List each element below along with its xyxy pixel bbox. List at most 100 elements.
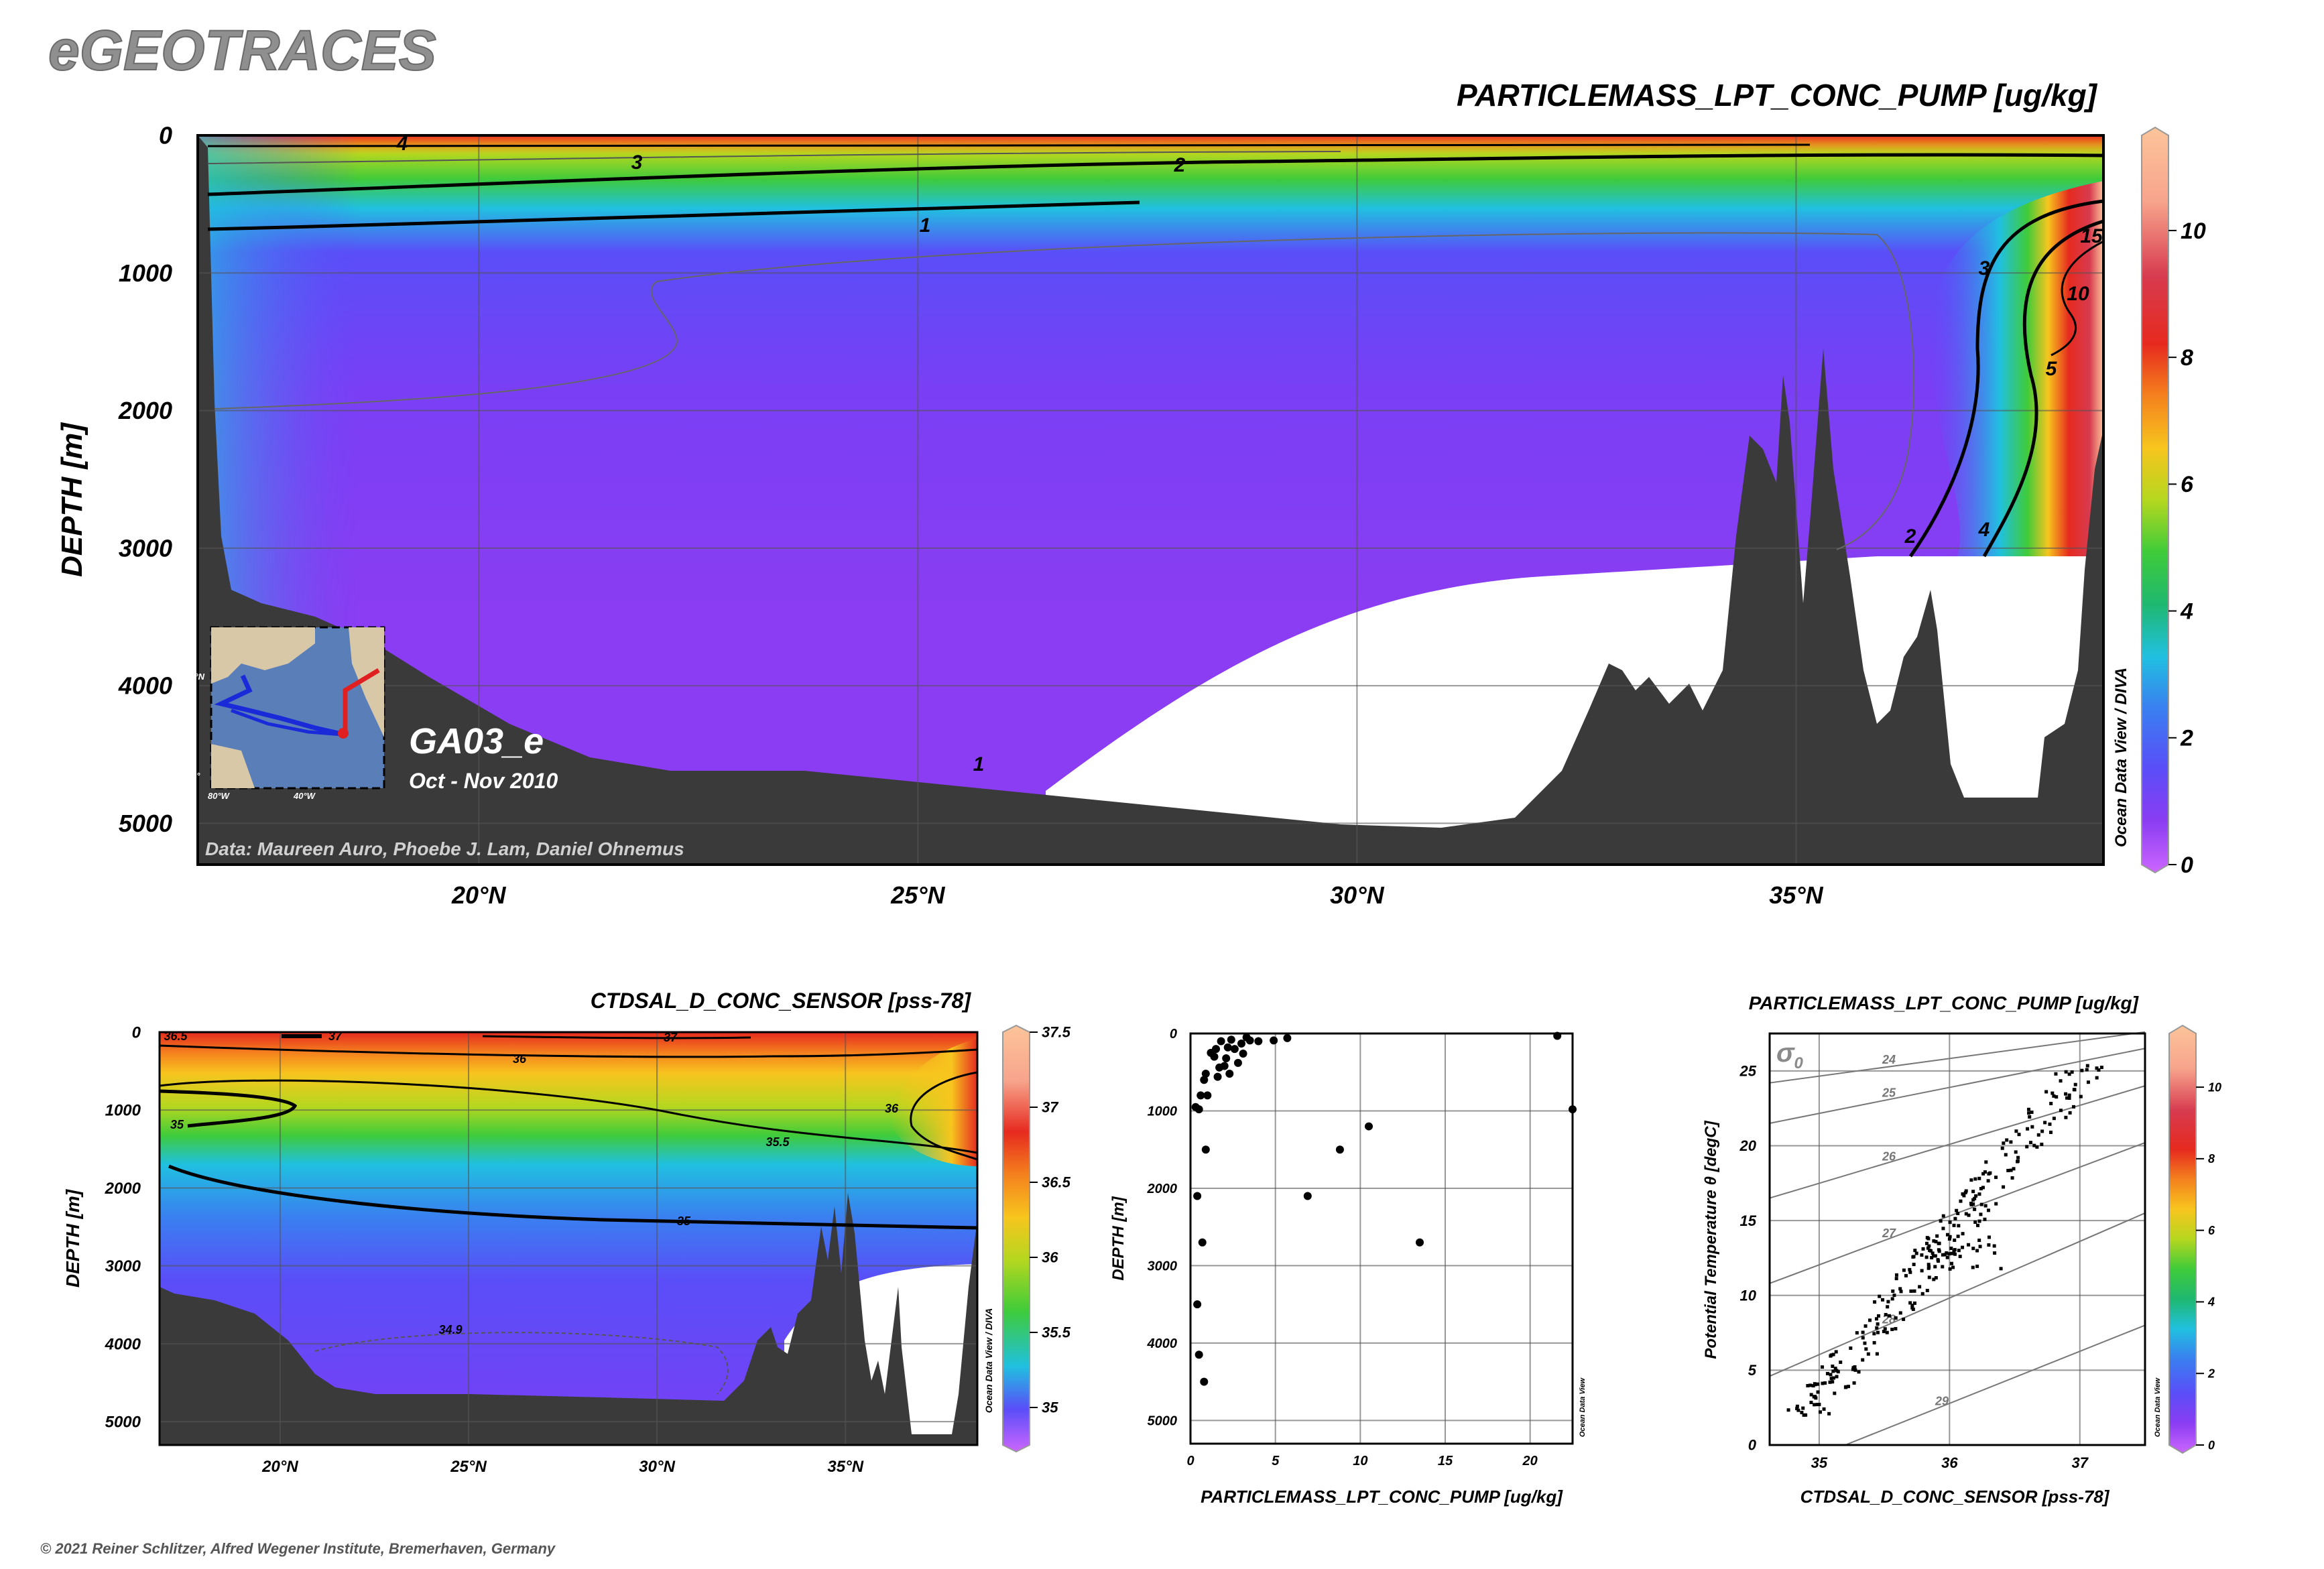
ts-point bbox=[1973, 1207, 1977, 1211]
ts-point bbox=[1939, 1219, 1943, 1223]
ts-point bbox=[1979, 1212, 1983, 1216]
ts-point bbox=[1861, 1336, 1865, 1340]
ts-point bbox=[2000, 1146, 2004, 1150]
inset-lon-label-2: 40°W bbox=[293, 791, 316, 801]
ts-point bbox=[1943, 1253, 1947, 1257]
x-tick-label: 35°N bbox=[1769, 881, 1823, 909]
odv-label-prof: Ocean Data View bbox=[1579, 1377, 1587, 1437]
profile-point bbox=[1223, 1043, 1232, 1052]
ts-point bbox=[1872, 1340, 1876, 1344]
ts-point bbox=[1912, 1263, 1916, 1267]
ts-point bbox=[2026, 1127, 2030, 1131]
ts-point bbox=[1910, 1304, 1914, 1308]
main-colorbar bbox=[2141, 126, 2169, 874]
profile-point bbox=[1200, 1076, 1209, 1084]
ts-point bbox=[1912, 1301, 1916, 1305]
x-tick-label: 20°N bbox=[451, 881, 506, 909]
ts-point bbox=[1941, 1265, 1945, 1269]
profile-point bbox=[1212, 1045, 1220, 1054]
contour-label: 37 bbox=[664, 1031, 678, 1044]
ts-point bbox=[1894, 1316, 1898, 1320]
cruise-label: GA03_e bbox=[409, 721, 544, 761]
colorbar-tick-label: 8 bbox=[2208, 1152, 2215, 1166]
ts-point bbox=[1927, 1263, 1931, 1267]
ts-point bbox=[1949, 1247, 1953, 1251]
sal-contour-35-upper bbox=[160, 1089, 298, 1128]
x-tick-label: 25°N bbox=[890, 881, 945, 909]
colorbar-tick-label: 37 bbox=[1042, 1099, 1059, 1116]
ts-point bbox=[1852, 1381, 1856, 1385]
ts-point bbox=[1875, 1326, 1879, 1330]
profile-point bbox=[1245, 1036, 1254, 1045]
colorbar-tick-label: 8 bbox=[2181, 345, 2193, 371]
isopycnal-line bbox=[1769, 1048, 2146, 1124]
profile-point bbox=[1201, 1145, 1210, 1154]
contour-label: 15 bbox=[2080, 225, 2103, 247]
x-tick-label: 30°N bbox=[639, 1458, 675, 1476]
ts-point bbox=[1887, 1314, 1891, 1318]
ts-point bbox=[1978, 1245, 1982, 1249]
x-tick-label: 0 bbox=[1186, 1454, 1194, 1468]
ts-point bbox=[1994, 1176, 1998, 1180]
ts-point bbox=[1953, 1216, 1957, 1220]
ts-point bbox=[1863, 1341, 1867, 1345]
main-x-ticks: 20°N 25°N 30°N 35°N bbox=[451, 881, 1824, 909]
y-tick-label: 2000 bbox=[105, 1180, 141, 1198]
sal-contour-35-lower bbox=[168, 1164, 977, 1230]
main-frame bbox=[196, 134, 2105, 866]
y-tick-label: 3000 bbox=[119, 534, 172, 562]
ts-point bbox=[1825, 1371, 1829, 1375]
ts-point bbox=[1934, 1240, 1938, 1244]
sal-x-ticks: 20°N 25°N 30°N 35°N bbox=[261, 1458, 864, 1476]
profile-point bbox=[1195, 1351, 1203, 1359]
x-tick-label: 25°N bbox=[450, 1458, 487, 1476]
ts-point bbox=[1886, 1300, 1890, 1304]
ts-point bbox=[2002, 1185, 2006, 1189]
ts-point bbox=[1937, 1248, 1941, 1252]
ts-point bbox=[1986, 1208, 1990, 1212]
y-tick-label: 0 bbox=[1170, 1027, 1177, 1042]
colorbar-tick-label: 0 bbox=[2181, 853, 2193, 878]
ts-colorbar bbox=[2168, 1024, 2197, 1454]
contour-east-3 bbox=[1908, 199, 2103, 558]
ts-point bbox=[1949, 1261, 1953, 1265]
ts-point bbox=[1983, 1170, 1987, 1174]
ts-point bbox=[2095, 1066, 2099, 1070]
ts-point bbox=[2030, 1110, 2034, 1114]
ts-point bbox=[1835, 1369, 1839, 1373]
ts-point bbox=[1809, 1393, 1813, 1397]
ts-point bbox=[1891, 1289, 1895, 1293]
isopycnal-label: 25 bbox=[1882, 1086, 1896, 1099]
colorbar-tick-label: 37.5 bbox=[1042, 1024, 1071, 1041]
ts-point bbox=[1941, 1253, 1945, 1257]
x-tick-label: 30°N bbox=[1330, 881, 1384, 909]
ts-point bbox=[2064, 1115, 2068, 1119]
ts-point bbox=[1811, 1384, 1815, 1388]
inset-land-south bbox=[211, 744, 255, 788]
ts-point bbox=[1849, 1346, 1853, 1350]
ts-point bbox=[2067, 1096, 2071, 1100]
ts-point bbox=[1802, 1413, 1806, 1417]
inset-track-blue bbox=[214, 674, 339, 736]
contour-label: 1 bbox=[973, 753, 985, 775]
ts-point bbox=[1873, 1300, 1877, 1304]
ts-point bbox=[2014, 1129, 2018, 1133]
ts-point bbox=[2055, 1095, 2059, 1099]
ts-point bbox=[1937, 1241, 1941, 1245]
ts-y-ticks: 0 5 10 15 20 25 bbox=[1739, 1063, 1757, 1454]
main-colorbar-ticks: 0 2 4 6 8 10 bbox=[2168, 218, 2206, 878]
ts-point bbox=[1971, 1247, 1975, 1251]
ts-point bbox=[2073, 1082, 2077, 1086]
ts-point bbox=[2012, 1167, 2016, 1171]
ts-point bbox=[2036, 1133, 2040, 1137]
ts-point bbox=[2070, 1070, 2074, 1074]
ts-x-ticks: 35 36 37 bbox=[1811, 1454, 2089, 1471]
copyright-note: © 2021 Reiner Schlitzer, Alfred Wegener … bbox=[40, 1540, 556, 1557]
ts-point bbox=[1932, 1277, 1936, 1281]
ts-point bbox=[1986, 1179, 1990, 1183]
contour-label: 36.5 bbox=[164, 1029, 188, 1043]
profile-point bbox=[1203, 1091, 1212, 1100]
prof-frame bbox=[1189, 1032, 1574, 1445]
ts-point bbox=[1786, 1408, 1790, 1412]
